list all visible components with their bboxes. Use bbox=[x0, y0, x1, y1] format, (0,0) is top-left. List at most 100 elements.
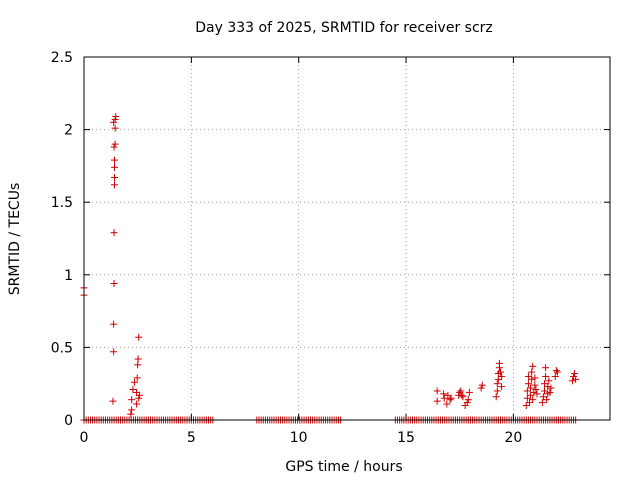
data-point bbox=[433, 397, 441, 405]
data-point bbox=[528, 368, 536, 376]
chart-title: Day 333 of 2025, SRMTID for receiver scr… bbox=[195, 20, 493, 36]
data-point bbox=[129, 386, 137, 394]
data-point bbox=[110, 348, 118, 356]
data-point bbox=[433, 387, 441, 395]
data-point bbox=[529, 362, 537, 370]
data-point bbox=[440, 390, 448, 398]
data-point bbox=[444, 391, 452, 399]
data-point bbox=[110, 280, 118, 288]
y-tick-label: 2.5 bbox=[51, 50, 73, 66]
data-point bbox=[529, 396, 537, 404]
data-point bbox=[135, 391, 143, 399]
data-point bbox=[493, 380, 501, 388]
x-tick-label: 15 bbox=[397, 430, 415, 446]
y-tick-label: 0 bbox=[64, 413, 73, 429]
data-point bbox=[568, 377, 576, 385]
data-point bbox=[134, 355, 142, 363]
data-point bbox=[523, 394, 531, 402]
data-point bbox=[110, 320, 118, 328]
data-point bbox=[527, 391, 535, 399]
data-point bbox=[532, 386, 540, 394]
data-point bbox=[495, 359, 503, 367]
data-point bbox=[497, 368, 505, 376]
data-point bbox=[498, 383, 506, 391]
data-point bbox=[109, 397, 117, 405]
data-point bbox=[111, 124, 119, 132]
data-point bbox=[542, 372, 550, 380]
y-tick-label: 0.5 bbox=[51, 340, 73, 356]
data-point bbox=[538, 399, 546, 407]
data-point bbox=[459, 393, 467, 401]
data-point bbox=[110, 143, 118, 151]
data-point bbox=[572, 375, 580, 383]
data-point bbox=[477, 384, 485, 392]
data-point bbox=[553, 368, 561, 376]
x-axis-label: GPS time / hours bbox=[285, 459, 402, 475]
x-tick-label: 5 bbox=[187, 430, 196, 446]
data-point bbox=[128, 406, 136, 414]
data-point bbox=[542, 364, 550, 372]
data-point bbox=[135, 394, 143, 402]
data-point bbox=[524, 372, 532, 380]
data-point bbox=[523, 387, 531, 395]
data-point bbox=[127, 410, 135, 418]
data-point bbox=[522, 401, 530, 409]
x-tick-label: 20 bbox=[504, 430, 522, 446]
data-point bbox=[544, 383, 552, 391]
data-point bbox=[527, 384, 535, 392]
axis-ticks: 0 0.5 1 1.5 2 2.5 0 5 10 15 20 bbox=[51, 50, 610, 446]
data-point bbox=[547, 384, 555, 392]
data-point bbox=[465, 388, 473, 396]
data-point bbox=[112, 113, 120, 121]
data-point bbox=[110, 174, 118, 182]
data-point bbox=[111, 115, 119, 123]
data-point bbox=[539, 393, 547, 401]
data-point bbox=[458, 391, 466, 399]
data-point bbox=[492, 393, 500, 401]
data-point bbox=[528, 375, 536, 383]
data-point bbox=[128, 396, 136, 404]
data-point bbox=[464, 396, 472, 404]
data-point bbox=[110, 118, 118, 126]
data-point bbox=[446, 396, 454, 404]
data-point bbox=[541, 380, 549, 388]
plot-frame bbox=[83, 56, 611, 421]
data-point bbox=[130, 378, 138, 386]
data-point bbox=[498, 372, 506, 380]
data-point bbox=[546, 388, 554, 396]
data-point bbox=[110, 156, 118, 164]
x-tick-label: 0 bbox=[80, 430, 89, 446]
data-point bbox=[543, 396, 551, 404]
x-tick-label: 10 bbox=[290, 430, 308, 446]
data-point bbox=[443, 400, 451, 408]
data-point bbox=[463, 399, 471, 407]
data-point bbox=[447, 394, 455, 402]
data-point bbox=[110, 163, 118, 171]
data-point bbox=[571, 370, 579, 378]
data-point bbox=[541, 387, 549, 395]
y-tick-label: 1 bbox=[64, 268, 73, 284]
data-point bbox=[110, 229, 118, 237]
data-point bbox=[531, 381, 539, 389]
data-point bbox=[493, 387, 501, 395]
data-point bbox=[135, 333, 143, 341]
data-point bbox=[111, 140, 119, 148]
y-tick-label: 1.5 bbox=[51, 195, 73, 211]
data-point bbox=[133, 374, 141, 382]
data-point bbox=[440, 394, 448, 402]
data-point bbox=[552, 367, 560, 375]
grid-lines bbox=[84, 57, 610, 420]
data-point bbox=[133, 400, 141, 408]
y-tick-label: 2 bbox=[64, 123, 73, 139]
data-point bbox=[551, 372, 559, 380]
data-point bbox=[110, 181, 118, 189]
data-point bbox=[478, 381, 486, 389]
data-point bbox=[524, 380, 532, 388]
data-point bbox=[545, 377, 553, 385]
data-point bbox=[457, 387, 465, 395]
data-point bbox=[533, 390, 541, 398]
y-axis-label: SRMTID / TECUs bbox=[7, 183, 23, 296]
data-point bbox=[525, 399, 533, 407]
